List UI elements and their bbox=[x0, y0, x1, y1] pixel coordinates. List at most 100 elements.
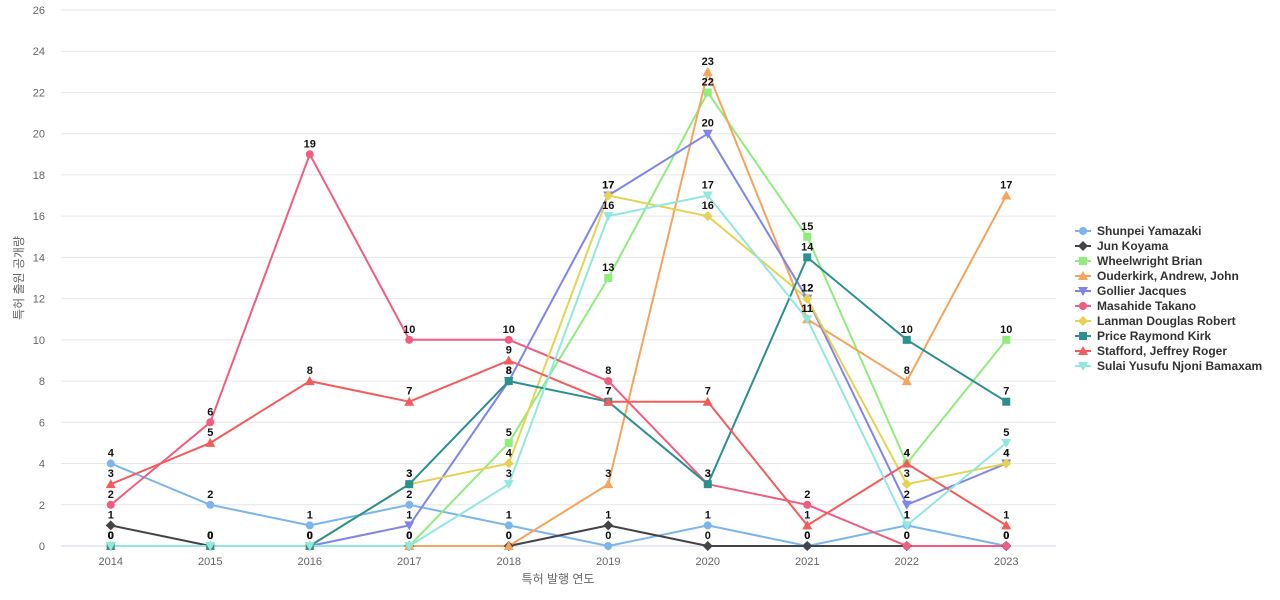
data-point-marker bbox=[901, 376, 912, 386]
data-point-marker bbox=[1002, 542, 1011, 550]
data-label: 16 bbox=[602, 200, 614, 212]
data-label: 0 bbox=[207, 530, 213, 542]
data-point-marker bbox=[702, 129, 713, 139]
data-label: 15 bbox=[801, 221, 813, 233]
data-label: 0 bbox=[506, 530, 512, 542]
x-tick-label: 2017 bbox=[397, 556, 421, 568]
data-point-marker bbox=[603, 190, 614, 201]
data-label: 5 bbox=[1003, 427, 1009, 439]
legend-label: Masahide Takano bbox=[1097, 299, 1196, 313]
data-label: 3 bbox=[406, 468, 412, 480]
data-label: 2 bbox=[904, 489, 910, 501]
data-point-marker bbox=[404, 396, 415, 406]
x-tick-label: 2022 bbox=[895, 556, 919, 568]
data-point-marker bbox=[1001, 520, 1012, 530]
data-label: 0 bbox=[207, 530, 213, 542]
legend-item[interactable]: Masahide Takano bbox=[1075, 299, 1196, 313]
data-point-marker bbox=[902, 542, 911, 550]
legend-item[interactable]: Lanman Douglas Robert bbox=[1075, 314, 1236, 328]
data-label: 1 bbox=[705, 509, 711, 521]
y-tick-label: 26 bbox=[33, 5, 45, 17]
data-point-marker bbox=[305, 150, 314, 159]
data-label: 0 bbox=[207, 530, 213, 542]
data-point-marker bbox=[1078, 287, 1088, 296]
legend-item[interactable]: Shunpei Yamazaki bbox=[1075, 224, 1202, 238]
data-label: 7 bbox=[605, 386, 611, 398]
data-label: 0 bbox=[406, 530, 412, 542]
data-point-marker bbox=[802, 293, 813, 304]
legend-item[interactable]: Sulai Yusufu Njoni Bamaxam bbox=[1075, 359, 1262, 373]
data-point-marker bbox=[405, 480, 414, 489]
data-point-marker bbox=[1001, 458, 1012, 469]
data-label: 0 bbox=[307, 530, 313, 542]
data-label: 3 bbox=[705, 468, 711, 480]
data-label: 10 bbox=[403, 324, 415, 336]
data-label: 1 bbox=[904, 509, 910, 521]
data-label: 0 bbox=[108, 530, 114, 542]
series-line bbox=[110, 256, 1007, 547]
data-point-marker bbox=[1079, 332, 1087, 340]
data-label: 8 bbox=[307, 365, 313, 377]
data-point-marker bbox=[603, 520, 614, 531]
legend-item[interactable]: Wheelwright Brian bbox=[1075, 254, 1202, 268]
data-label: 4 bbox=[108, 448, 115, 460]
data-point-marker bbox=[604, 274, 613, 282]
legend-item[interactable]: Jun Koyama bbox=[1075, 239, 1169, 253]
legend-label: Price Raymond Kirk bbox=[1097, 329, 1211, 343]
data-point-marker bbox=[503, 458, 514, 469]
x-tick-label: 2020 bbox=[696, 556, 720, 568]
data-label: 1 bbox=[108, 509, 114, 521]
data-label: 11 bbox=[801, 303, 813, 315]
legend-label: Jun Koyama bbox=[1097, 239, 1169, 253]
data-label: 0 bbox=[1003, 530, 1009, 542]
data-label: 0 bbox=[804, 530, 810, 542]
data-label: 0 bbox=[108, 530, 114, 542]
data-point-marker bbox=[802, 315, 813, 325]
data-point-marker bbox=[1078, 362, 1088, 371]
series-line bbox=[110, 194, 1007, 547]
data-point-marker bbox=[504, 335, 513, 344]
x-tick-label: 2019 bbox=[596, 556, 620, 568]
series-line bbox=[110, 524, 1007, 547]
data-label: 0 bbox=[804, 530, 810, 542]
data-point-marker bbox=[1002, 397, 1011, 406]
data-point-marker bbox=[1079, 257, 1087, 265]
y-tick-label: 24 bbox=[33, 46, 45, 58]
data-point-marker bbox=[105, 479, 116, 489]
legend-item[interactable]: Ouderkirk, Andrew, John bbox=[1075, 269, 1239, 283]
data-label: 4 bbox=[1003, 448, 1010, 460]
data-label: 1 bbox=[406, 509, 412, 521]
data-label: 12 bbox=[801, 283, 813, 295]
data-label: 0 bbox=[904, 530, 910, 542]
data-point-marker bbox=[504, 521, 513, 530]
x-tick-label: 2021 bbox=[795, 556, 819, 568]
data-label: 0 bbox=[307, 530, 313, 542]
series-line bbox=[110, 359, 1007, 527]
y-tick-label: 10 bbox=[33, 335, 45, 347]
legend-label: Ouderkirk, Andrew, John bbox=[1097, 269, 1239, 283]
data-label: 7 bbox=[605, 386, 611, 398]
legend-item[interactable]: Price Raymond Kirk bbox=[1075, 329, 1211, 343]
data-label: 17 bbox=[702, 180, 714, 192]
data-label: 0 bbox=[307, 530, 313, 542]
legend-item[interactable]: Gollier Jacques bbox=[1075, 284, 1187, 298]
data-label: 0 bbox=[506, 530, 512, 542]
y-tick-label: 14 bbox=[33, 252, 45, 264]
data-label: 8 bbox=[904, 365, 910, 377]
data-label: 17 bbox=[602, 180, 614, 192]
y-tick-label: 18 bbox=[33, 170, 45, 182]
data-label: 4 bbox=[904, 448, 911, 460]
data-label: 3 bbox=[904, 468, 910, 480]
data-label: 7 bbox=[705, 386, 711, 398]
data-label: 10 bbox=[1000, 324, 1012, 336]
x-tick-label: 2014 bbox=[99, 556, 123, 568]
data-label: 0 bbox=[1003, 530, 1009, 542]
data-label: 3 bbox=[406, 468, 412, 480]
data-label: 8 bbox=[506, 365, 512, 377]
data-label: 8 bbox=[605, 365, 611, 377]
legend-item[interactable]: Stafford, Jeffrey Roger bbox=[1075, 344, 1227, 358]
legend-label: Sulai Yusufu Njoni Bamaxam bbox=[1097, 359, 1262, 373]
